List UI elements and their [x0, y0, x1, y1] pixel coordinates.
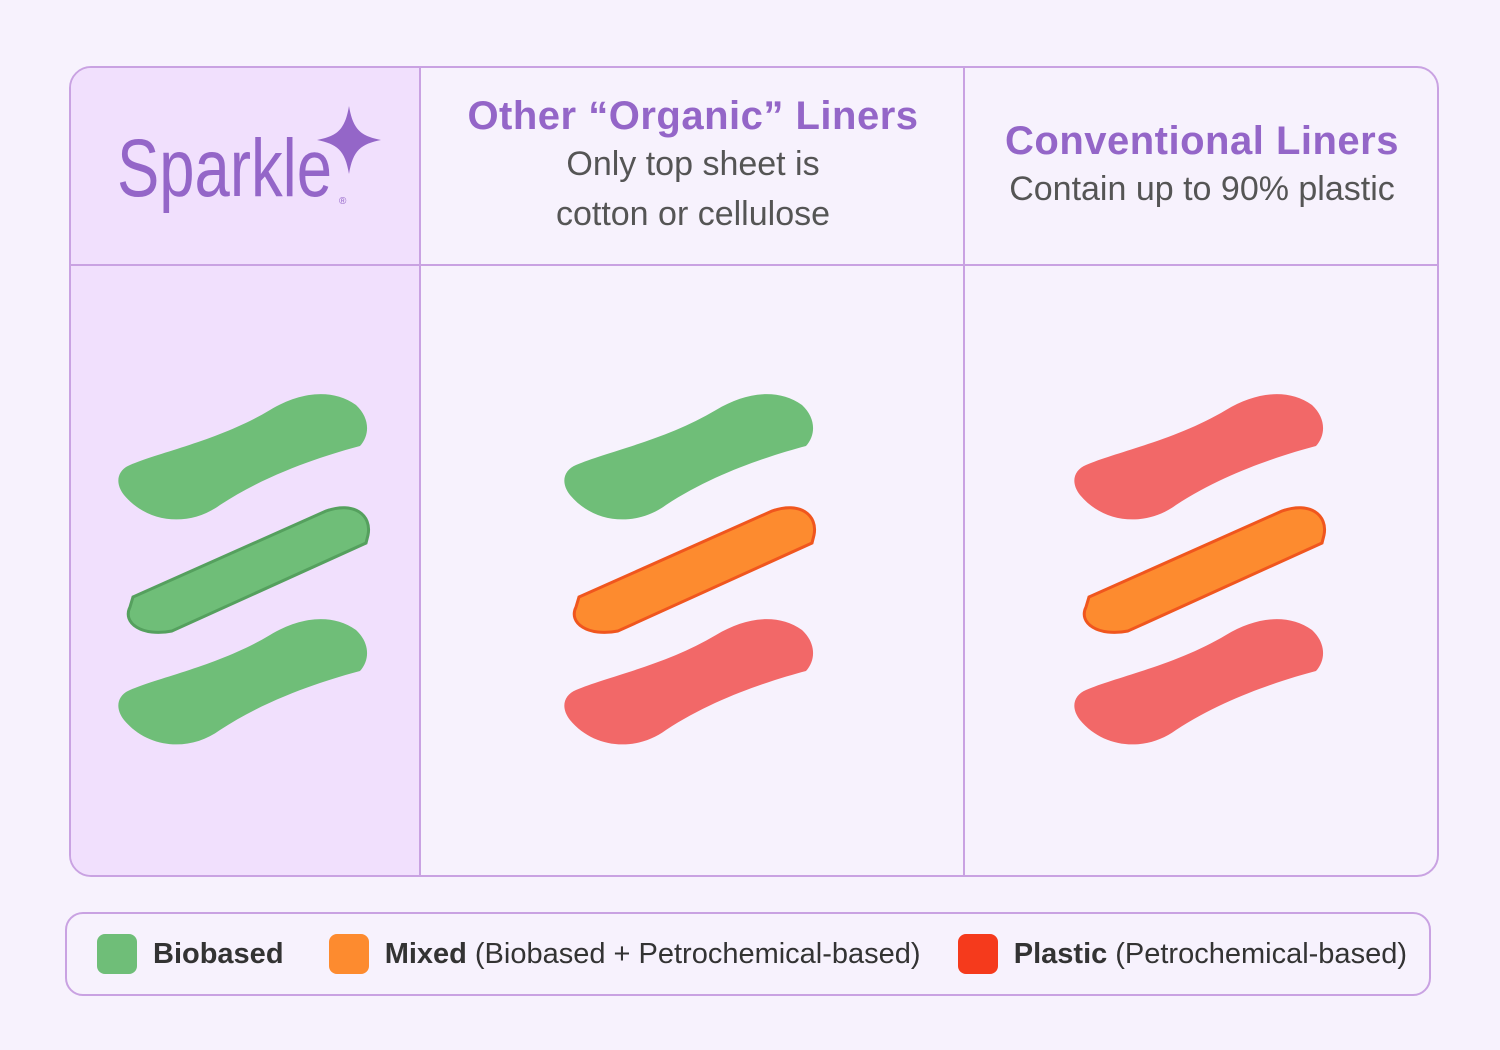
svg-text:Sparkle: Sparkle [117, 123, 332, 214]
sparkle-star-icon [317, 106, 381, 174]
liner-layer-middle-mixed [1082, 506, 1327, 634]
legend-label: Mixed [384, 937, 467, 970]
legend-detail: (Petrochemical-based) [1115, 937, 1407, 970]
header-divider [71, 264, 1437, 266]
legend-swatch [957, 934, 998, 974]
legend-swatch [97, 934, 137, 974]
legend-label: Biobased [153, 937, 284, 970]
column-title: Other “Organic” Liners [467, 93, 919, 138]
liner-layer-middle-biobased [126, 506, 371, 634]
column-title: Conventional Liners [1005, 118, 1399, 163]
liner-layer-top-plastic [1074, 394, 1324, 520]
legend-detail: (Biobased + Petrochemical-based) [474, 937, 921, 970]
liner-layer-top-biobased [564, 394, 814, 520]
svg-text:®: ® [339, 196, 347, 207]
legend-item-plastic: Plastic (Petrochemical-based) [957, 934, 1407, 974]
legend: Biobased Mixed (Biobased + Petrochemical… [65, 912, 1431, 996]
liner-layer-top-biobased [118, 394, 368, 520]
liner-layer-bottom-biobased [118, 619, 368, 745]
liner-layer-bottom-plastic [564, 619, 814, 745]
legend-swatch [328, 934, 369, 974]
header-organic: Other “Organic” Liners Only top sheet is… [421, 68, 965, 264]
comparison-table: Sparkle ® Other “Organic” Liners Only to… [69, 66, 1439, 877]
column-subtitle: Only top sheet is [566, 144, 820, 183]
legend-item-mixed: Mixed (Biobased + Petrochemical-based) [328, 934, 921, 974]
column-conventional: Conventional Liners Contain up to 90% pl… [963, 68, 1437, 875]
column-subtitle: cotton or cellulose [555, 194, 831, 233]
liner-layer-bottom-plastic [1074, 619, 1324, 745]
header-sparkle: Sparkle ® [71, 68, 419, 264]
legend-item-biobased: Biobased [97, 934, 292, 974]
column-subtitle: Contain up to 90% plastic [1009, 169, 1395, 208]
legend-label: Plastic [1013, 937, 1108, 970]
liner-layer-middle-mixed [572, 506, 817, 634]
header-conventional: Conventional Liners Contain up to 90% pl… [965, 68, 1437, 264]
column-organic: Other “Organic” Liners Only top sheet is… [419, 68, 965, 875]
sparkle-logo: Sparkle ® [117, 106, 381, 214]
